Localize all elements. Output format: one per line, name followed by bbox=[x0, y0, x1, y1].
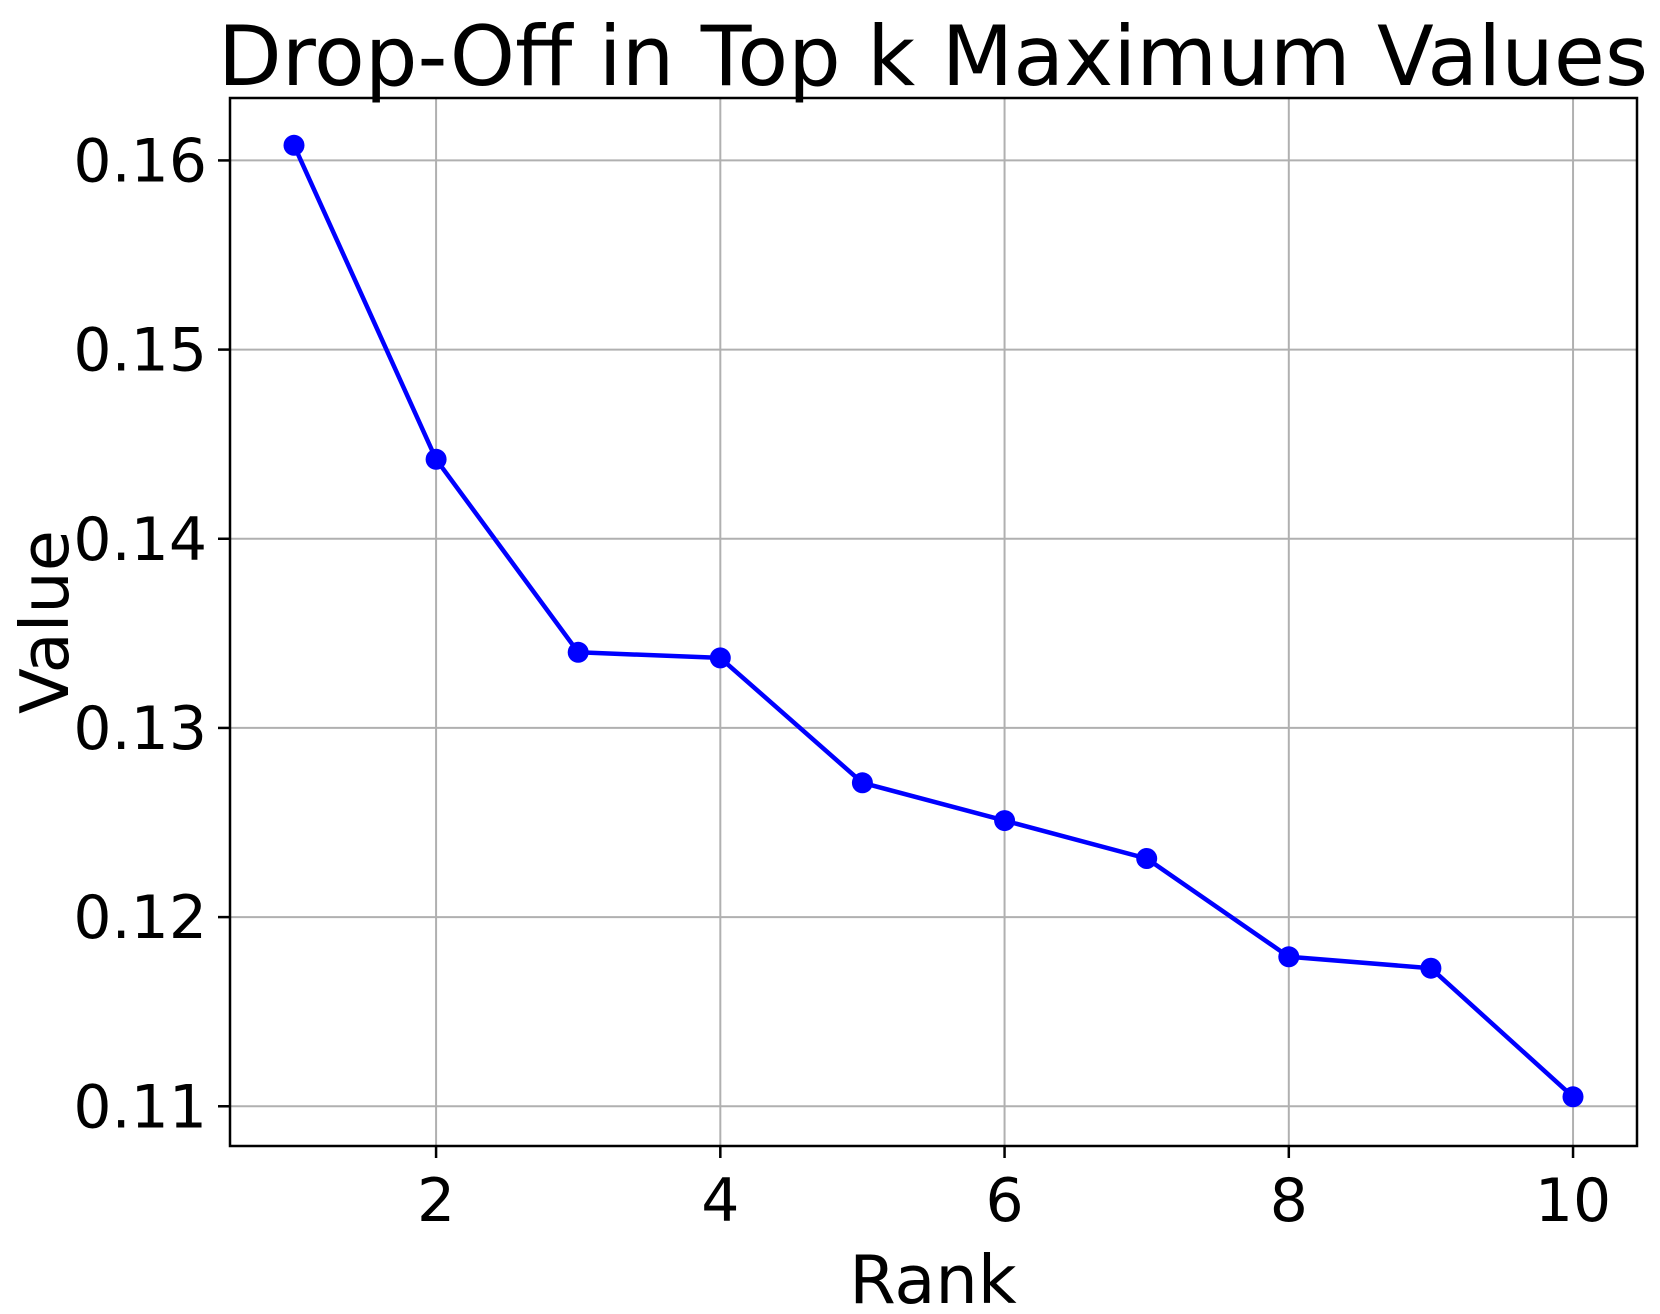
y-axis-label: Value bbox=[6, 530, 84, 714]
series-layer bbox=[283, 134, 1584, 1108]
data-point-marker bbox=[994, 810, 1016, 832]
data-point-marker bbox=[709, 647, 731, 669]
data-point-marker bbox=[1562, 1086, 1584, 1108]
data-point-marker bbox=[1278, 946, 1300, 968]
data-point-marker bbox=[851, 772, 873, 794]
x-tick-label: 4 bbox=[701, 1166, 739, 1236]
data-point-marker bbox=[567, 641, 589, 663]
y-tick-label: 0.13 bbox=[73, 694, 207, 764]
y-tick-label: 0.12 bbox=[73, 883, 207, 953]
plot-border bbox=[228, 96, 1639, 1148]
data-point-marker bbox=[283, 134, 305, 156]
data-point-marker bbox=[1420, 957, 1442, 979]
data-point-marker bbox=[425, 448, 447, 470]
x-tick-label: 2 bbox=[417, 1166, 455, 1236]
series-line bbox=[291, 143, 1576, 1100]
data-point-marker bbox=[1136, 848, 1158, 869]
y-tick-label: 0.11 bbox=[73, 1072, 207, 1142]
x-axis-label: Rank bbox=[849, 1241, 1017, 1314]
axis-layer: 2 4 6 8 10 0.11 0.12 0.13 0.14 0.15 0.16 bbox=[73, 96, 1639, 1236]
x-tick-label: 8 bbox=[1270, 1166, 1308, 1236]
x-tick-label: 10 bbox=[1535, 1166, 1611, 1236]
y-tick-label: 0.14 bbox=[73, 505, 207, 575]
x-tick-label: 6 bbox=[985, 1166, 1023, 1236]
y-tick-label: 0.15 bbox=[73, 316, 207, 386]
chart-title: Drop-Off in Top k Maximum Values bbox=[218, 8, 1648, 105]
grid-layer bbox=[230, 98, 1637, 1146]
y-tick-label: 0.16 bbox=[73, 126, 207, 196]
